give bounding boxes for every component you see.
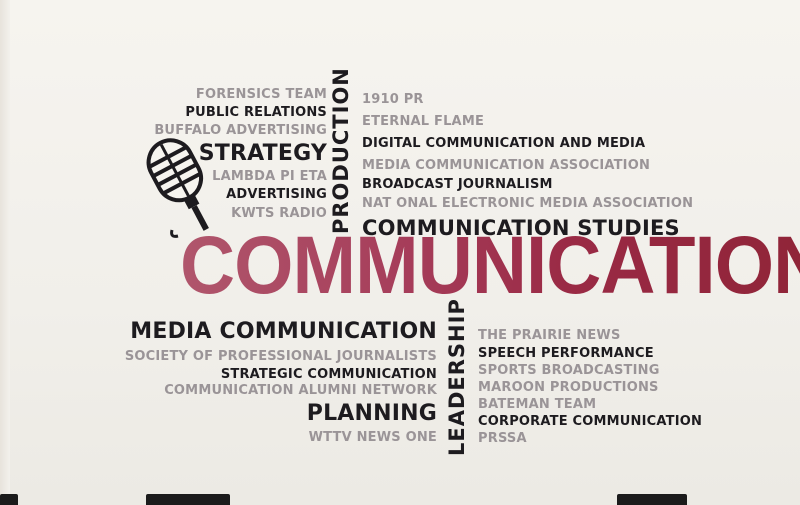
word-prssa: PRSSA (478, 431, 527, 446)
word-bateman-team: BATEMAN TEAM (478, 397, 597, 412)
chair-back (617, 494, 687, 505)
word-speech-performance: SPEECH PERFORMANCE (478, 346, 654, 361)
word-leadership: LEADERSHIP (445, 298, 469, 456)
word-communication-studies: COMMUNICATION STUDIES (362, 218, 680, 239)
word-strategic-communication: STRATEGIC COMMUNICATION (220, 367, 437, 382)
word-the-prairie-news: THE PRAIRIE NEWS (478, 328, 621, 343)
word-national-electronic-media-association: NAT ONAL ELECTRONIC MEDIA ASSOCIATION (362, 196, 694, 211)
word-sports-broadcasting: SPORTS BROADCASTING (478, 363, 660, 378)
word-buffalo-advertising: BUFFALO ADVERTISING (154, 123, 327, 138)
word-kwts-radio: KWTS RADIO (231, 206, 327, 221)
word-1910-pr: 1910 PR (362, 92, 424, 107)
word-strategy: STRATEGY (198, 141, 327, 166)
word-media-communication-association: MEDIA COMMUNICATION ASSOCIATION (362, 158, 651, 173)
word-eternal-flame: ETERNAL FLAME (362, 114, 485, 129)
wall-edge (0, 0, 10, 505)
word-public-relations: PUBLIC RELATIONS (185, 105, 327, 120)
word-broadcast-journalism: BROADCAST JOURNALISM (362, 177, 553, 192)
word-advertising: ADVERTISING (226, 187, 327, 202)
microphone-icon (146, 138, 209, 238)
chair-back (146, 494, 230, 505)
word-planning: PLANNING (306, 401, 437, 426)
word-production: PRODUCTION (329, 67, 353, 234)
word-forensics-team: FORENSICS TEAM (195, 87, 327, 102)
word-society-of-professional-journalists: SOCIETY OF PROFESSIONAL JOURNALISTS (124, 349, 437, 364)
word-digital-communication-and-media: DIGITAL COMMUNICATION AND MEDIA (362, 136, 646, 151)
word-lambda-pi-eta: LAMBDA PI ETA (212, 169, 327, 184)
main-word-communication: COMMUNICATION (180, 225, 800, 307)
word-communication-alumni-network: COMMUNICATION ALUMNI NETWORK (164, 383, 437, 398)
chair-back (0, 494, 18, 505)
word-wttv-news-one: WTTV NEWS ONE (308, 430, 437, 445)
word-media-communication: MEDIA COMMUNICATION (130, 319, 437, 344)
word-corporate-communication: CORPORATE COMMUNICATION (478, 414, 703, 429)
word-maroon-productions: MAROON PRODUCTIONS (478, 380, 659, 395)
